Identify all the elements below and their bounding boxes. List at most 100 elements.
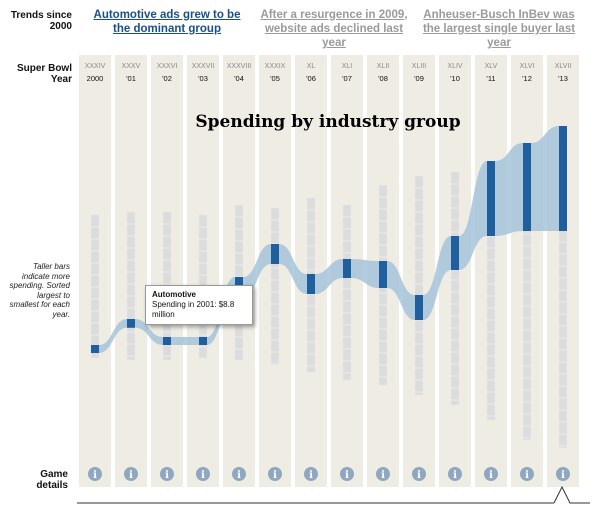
x-tick-label: '10 [450,74,460,83]
bar [127,319,135,328]
bar [379,261,387,288]
info-icon: i [93,470,97,481]
roman-numeral: XXXVII [192,63,215,70]
tooltip-text: Spending in 2001: $8.8 million [152,300,235,319]
roman-numeral: XLII [377,63,390,70]
bar [307,274,315,294]
tab[interactable]: After a resurgence in 2009, website ads … [260,9,408,49]
roman-numeral: XLIII [412,63,426,70]
info-button[interactable]: i [124,467,138,481]
ribbon [135,319,163,345]
ribbon [279,244,307,294]
ribbon [171,337,199,345]
ribbon [351,259,379,288]
note: Taller bars indicate more spending. Sort… [9,262,71,319]
ribbon [423,236,451,320]
bar [559,126,567,231]
bar [487,161,495,236]
tab[interactable]: Anheuser-Busch InBev was the largest sin… [422,9,576,49]
info-button[interactable]: i [520,467,534,481]
bar [343,259,351,278]
info-button[interactable]: i [376,467,390,481]
x-tick-label: '01 [126,74,136,83]
info-circle [196,467,210,481]
industry-stack [270,207,280,366]
info-button[interactable]: i [304,467,318,481]
x-tick-label: '13 [558,74,568,83]
info-button[interactable]: i [232,467,246,481]
bar [199,337,207,345]
ribbon [243,244,271,297]
info-icon: i [417,470,421,481]
x-tick-label: '02 [162,74,172,83]
info-icon: i [345,470,349,481]
info-icon: i [237,470,241,481]
roman-numeral: XLVII [555,63,572,70]
roman-numeral: XLI [342,63,353,70]
info-icon: i [129,470,133,481]
roman-numeral: XXXV [122,63,141,70]
x-tick-label: '08 [378,74,388,83]
roman-numeral: XLVI [520,63,535,70]
game-details-label: Game details [36,469,68,491]
x-tick-label: '06 [306,74,316,83]
info-icon: i [453,470,457,481]
tooltip-title: Automotive [152,290,196,299]
info-circle [268,467,282,481]
x-tick-label: '07 [342,74,352,83]
tooltip: Automotive Spending in 2001: $8.8 million [145,285,253,325]
chart-title: Spending by industry group [195,112,460,132]
bar [91,345,99,353]
roman-numeral: XLIV [447,63,463,70]
ribbon [315,259,343,294]
x-tick-label: '09 [414,74,424,83]
bar [415,295,423,320]
info-button[interactable]: i [340,467,354,481]
roman-numeral: XL [307,63,316,70]
info-button[interactable]: i [196,467,210,481]
info-icon: i [525,470,529,481]
info-circle [412,467,426,481]
info-circle [484,467,498,481]
info-circle [520,467,534,481]
info-button[interactable]: i [160,467,174,481]
x-tick-label: '12 [522,74,532,83]
roman-numeral: XXXIX [265,63,286,70]
ribbon [531,126,559,231]
info-circle [340,467,354,481]
bar [523,143,531,231]
ribbon [99,319,127,353]
row-label: Super Bowl Year [16,63,72,85]
ribbon [459,161,487,270]
info-icon: i [381,470,385,481]
info-button[interactable]: i [556,467,570,481]
industry-stack [126,211,136,361]
info-icon: i [273,470,277,481]
info-circle [556,467,570,481]
info-circle [448,467,462,481]
industry-stack [414,175,424,396]
roman-numeral: XXXIV [85,63,106,70]
roman-numeral: XXXVI [157,63,178,70]
x-tick-label: 2000 [87,74,104,83]
info-button[interactable]: i [412,467,426,481]
info-button[interactable]: i [484,467,498,481]
info-circle [232,467,246,481]
x-tick-label: '04 [234,74,244,83]
tab[interactable]: Automotive ads grew to be the dominant g… [93,9,241,35]
ribbon [387,261,415,320]
bar [163,337,171,345]
info-circle [304,467,318,481]
info-button[interactable]: i [448,467,462,481]
info-button[interactable]: i [268,467,282,481]
info-button[interactable]: i [88,467,102,481]
trends-label: Trends since 2000 [10,10,72,32]
info-icon: i [489,470,493,481]
info-circle [376,467,390,481]
info-circle [88,467,102,481]
pointer [553,485,590,504]
info-circle [160,467,174,481]
info-circle [124,467,138,481]
